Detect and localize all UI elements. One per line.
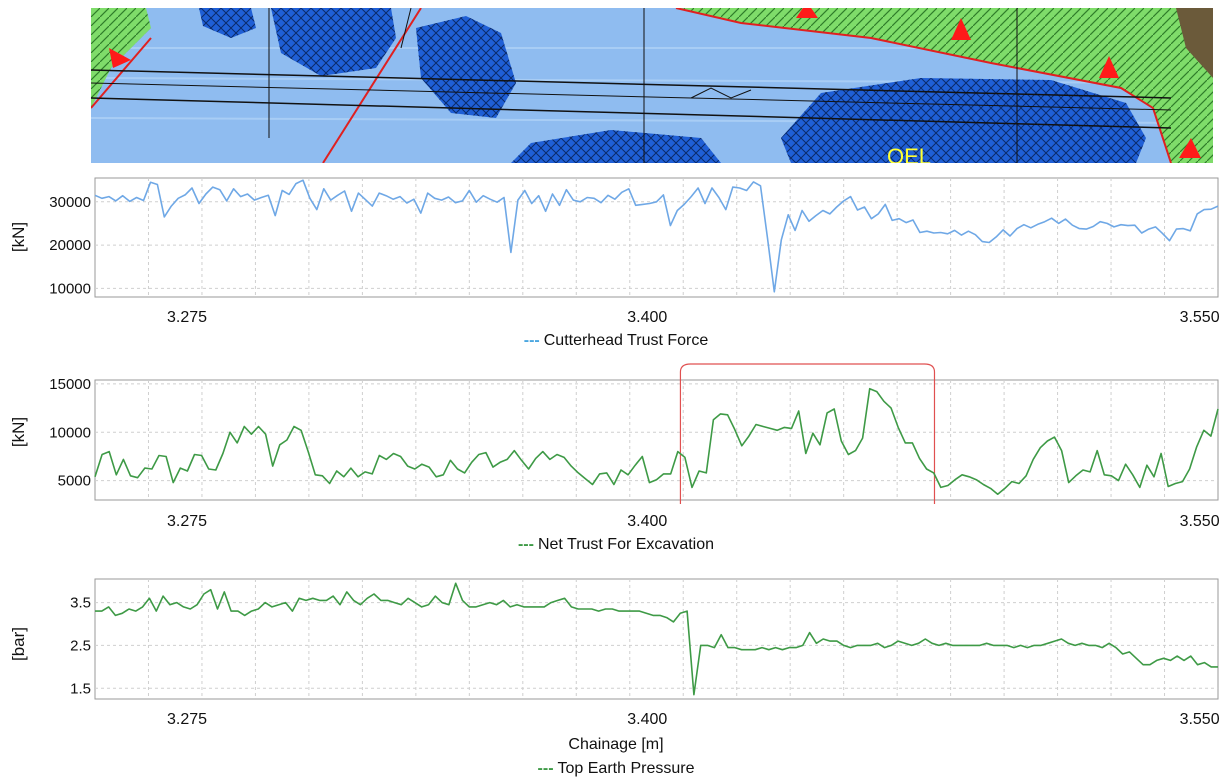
legend-label: Cutterhead Trust Force (543, 332, 709, 349)
legend-top-earth-pressure: --- Top Earth Pressure (0, 760, 1232, 778)
fault-marker (796, 8, 818, 18)
legend-marker: --- (537, 760, 554, 777)
chart-panel-top-earth-pressure: [bar] 1.5 2.5 3.5 3.275 3.400 3.550 Chainage … (0, 574, 1232, 783)
series-line (95, 582, 1218, 696)
geology-strip: OEL (91, 8, 1213, 163)
fault-marker (109, 48, 131, 68)
geology-section-image: OEL (91, 8, 1213, 163)
x-tick-label: 3.400 (627, 309, 667, 326)
y-tick-label: 10000 (49, 424, 91, 441)
cutterhead-thrust-chart: 10000 20000 30000 3.275 3.400 3.550 (49, 177, 1220, 326)
y-tick-label: 30000 (49, 194, 91, 211)
x-tick-label: 3.550 (1180, 309, 1220, 326)
legend-net-thrust: --- Net Trust For Excavation (0, 536, 1232, 554)
x-tick-label: 3.550 (1180, 513, 1220, 530)
plot-area (94, 177, 1219, 298)
top-earth-pressure-chart: 1.5 2.5 3.5 3.275 3.400 3.550 (70, 578, 1220, 728)
x-tick-label: 3.400 (627, 513, 667, 530)
y-tick-label: 2.5 (70, 637, 91, 654)
y-tick-label: 3.5 (70, 595, 91, 612)
fault-marker (951, 18, 971, 40)
legend-label: Net Trust For Excavation (537, 536, 715, 553)
x-tick-label: 3.550 (1180, 711, 1220, 728)
geology-label: OEL (887, 144, 931, 163)
x-tick-label: 3.275 (167, 711, 207, 728)
series-line (94, 179, 1219, 293)
series-line (94, 387, 1219, 495)
fault-marker (1179, 138, 1201, 158)
y-tick-label: 20000 (49, 237, 91, 254)
legend-marker: --- (523, 332, 540, 349)
highlight-frame (679, 363, 936, 504)
chart-panel-cutterhead-thrust: [kN] 10000 20000 30000 3.275 3.400 3.550 --- C… (0, 172, 1232, 354)
legend-label: Top Earth Pressure (557, 760, 695, 777)
chart-panel-net-thrust: [kN] 5000 10000 15000 3.275 3.400 3.550 --- Ne… (0, 360, 1232, 558)
x-tick-label: 3.275 (167, 309, 207, 326)
x-axis-title: Chainage [m] (568, 736, 664, 753)
y-tick-label: 15000 (49, 376, 91, 393)
legend-marker: --- (517, 536, 534, 553)
plot-area (94, 578, 1219, 700)
y-tick-label: 5000 (58, 473, 91, 490)
y-tick-label: 10000 (49, 280, 91, 297)
y-tick-label: 1.5 (70, 680, 91, 697)
fault-marker (1099, 56, 1119, 78)
x-tick-label: 3.275 (167, 513, 207, 530)
legend-cutterhead-thrust: --- Cutterhead Trust Force (0, 332, 1232, 350)
x-tick-label: 3.400 (627, 711, 667, 728)
net-thrust-chart: 5000 10000 15000 3.275 3.400 3.550 (49, 363, 1220, 530)
